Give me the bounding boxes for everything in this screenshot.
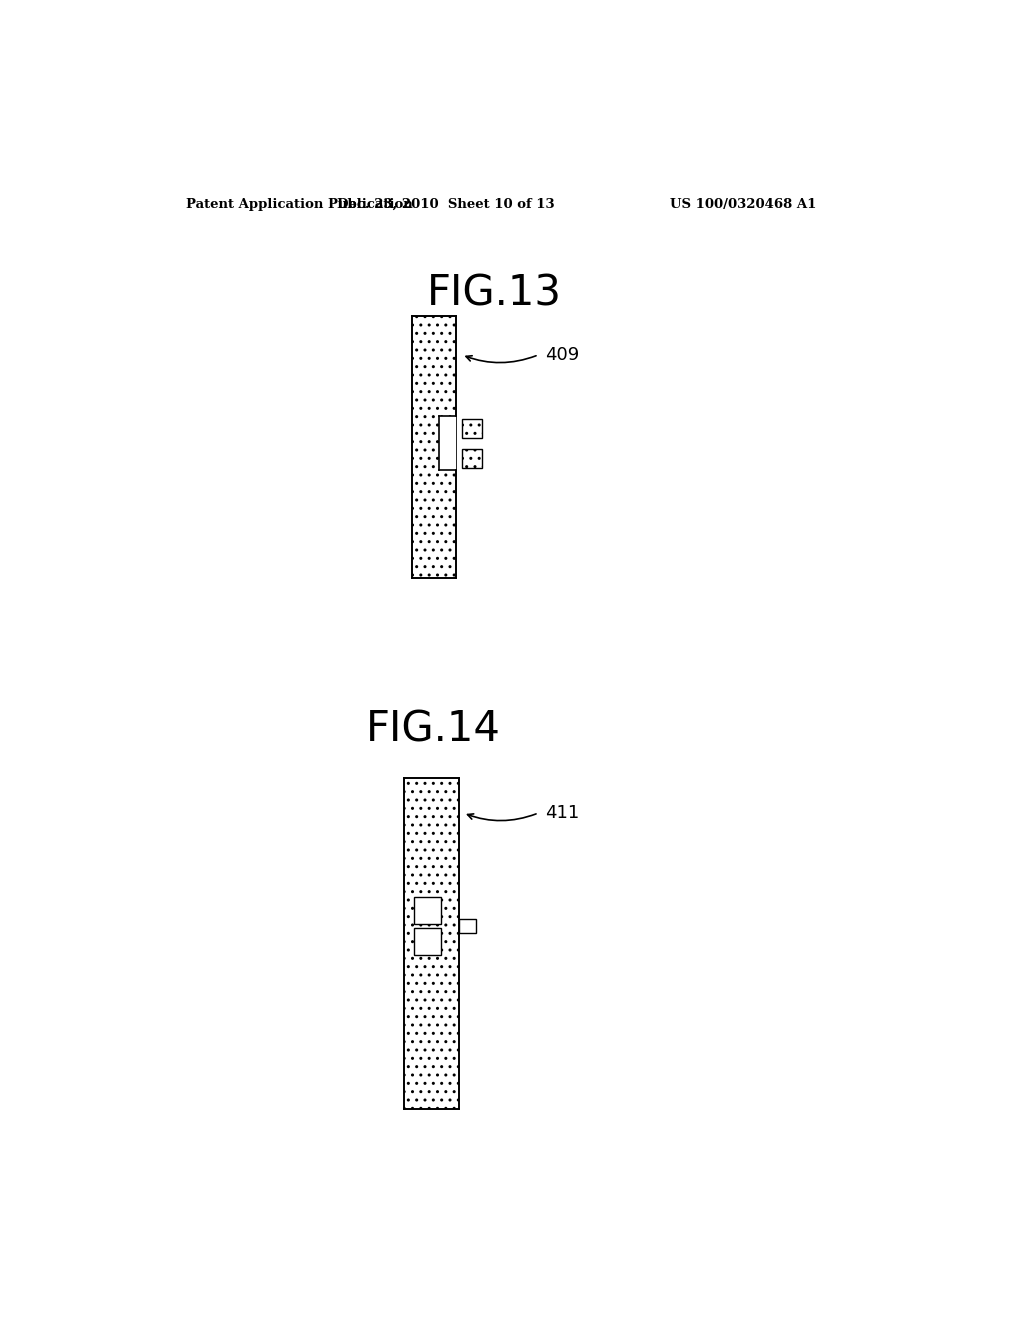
Text: FIG.14: FIG.14: [366, 709, 501, 751]
Bar: [412, 317, 457, 578]
Text: US 100/0320468 A1: US 100/0320468 A1: [670, 198, 816, 211]
Text: 409: 409: [545, 346, 579, 364]
Bar: [414, 928, 441, 956]
Bar: [414, 896, 441, 924]
Bar: [463, 449, 481, 469]
Text: Dec. 23, 2010  Sheet 10 of 13: Dec. 23, 2010 Sheet 10 of 13: [338, 198, 555, 211]
Text: Patent Application Publication: Patent Application Publication: [186, 198, 413, 211]
Bar: [460, 919, 476, 933]
Bar: [439, 416, 457, 470]
Text: 411: 411: [545, 804, 579, 822]
Text: FIG.13: FIG.13: [427, 272, 562, 314]
Bar: [403, 779, 460, 1109]
Bar: [463, 418, 481, 438]
